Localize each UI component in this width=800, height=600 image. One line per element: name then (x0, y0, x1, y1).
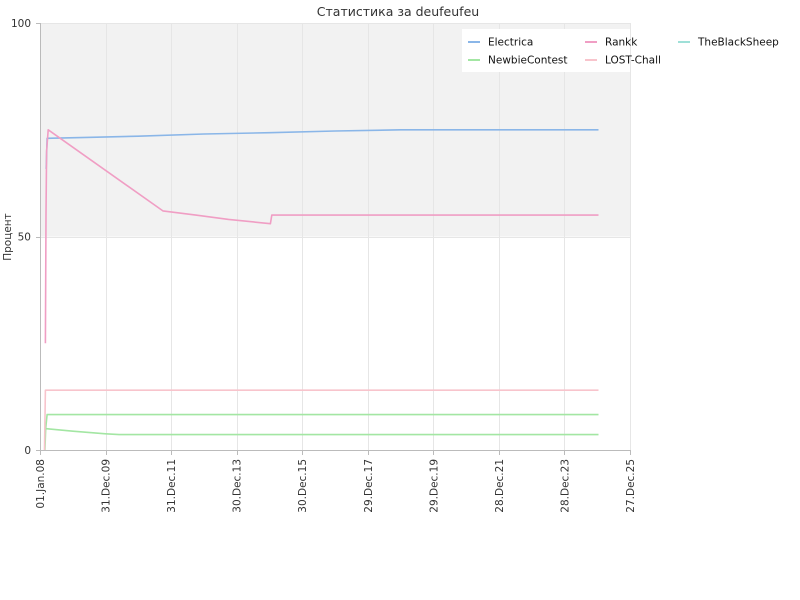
legend-label: LOST-Chall (605, 55, 661, 67)
x-tick-label: 31.Dec.09 (101, 459, 113, 513)
legend-item-lost-chall: LOST-Chall (585, 55, 661, 67)
axes (40, 23, 630, 451)
plot-background (40, 23, 630, 450)
legend: Electrica Rankk TheBlackSheep NewbieContest… (462, 29, 779, 72)
y-tick-label: 50 (18, 232, 31, 244)
legend-item-theblacksheep: TheBlackSheep (678, 37, 779, 49)
legend-item-newbiecontest: NewbieContest (468, 55, 568, 67)
x-tick-label: 30.Dec.15 (297, 459, 309, 513)
x-tick-label: 28.Dec.23 (559, 459, 571, 513)
y-axis-label: Процент (2, 213, 14, 261)
series-line-newbiecontest (44, 427, 599, 436)
legend-box (462, 29, 630, 72)
ticks: 0 50 100 01.Jan.08 31.Dec.09 31.Dec.11 30.Dec.… (11, 18, 637, 513)
x-tick-label: 01.Jan.08 (35, 459, 47, 509)
series-line-rankk (44, 129, 599, 344)
legend-label: Rankk (605, 37, 638, 49)
x-tick-label: 29.Dec.19 (428, 459, 440, 513)
series-layer (43, 129, 599, 451)
x-tick-label: 29.Dec.17 (363, 459, 375, 513)
legend-label: TheBlackSheep (697, 37, 779, 49)
grid (40, 23, 631, 451)
x-tick-label: 27.Dec.25 (625, 459, 637, 513)
x-tick-label: 30.Dec.13 (232, 459, 244, 513)
y-tick-label: 100 (11, 18, 31, 30)
y-tick-label: 0 (24, 445, 31, 457)
series-line-newbiecontest (44, 413, 599, 451)
x-tick-label: 31.Dec.11 (166, 459, 178, 513)
series-line-lost-chall (43, 389, 599, 451)
chart-title: Статистика за deufeufeu (317, 4, 479, 19)
legend-item-rankk: Rankk (585, 37, 638, 49)
x-tick-label: 28.Dec.21 (494, 459, 506, 513)
legend-label: NewbieContest (488, 55, 568, 67)
legend-label: Electrica (488, 37, 533, 49)
legend-item-electrica: Electrica (468, 37, 533, 49)
